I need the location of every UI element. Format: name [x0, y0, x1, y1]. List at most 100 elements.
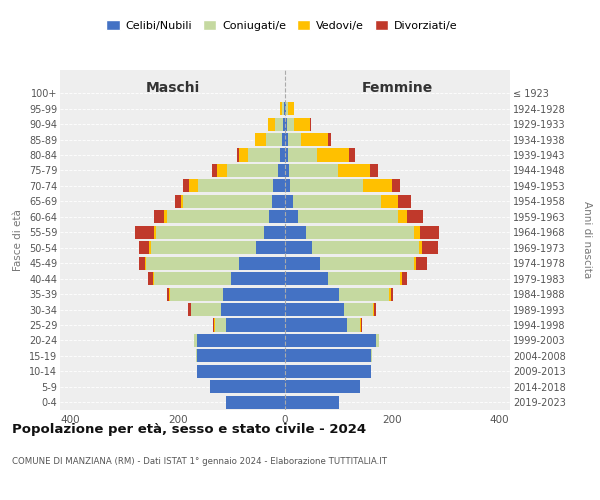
- Bar: [212, 164, 217, 177]
- Bar: [413, 226, 420, 239]
- Bar: [226, 318, 285, 332]
- Bar: [293, 195, 382, 208]
- Bar: [145, 256, 146, 270]
- Bar: [226, 396, 285, 409]
- Bar: [285, 396, 338, 409]
- Bar: [280, 102, 282, 115]
- Bar: [285, 334, 376, 347]
- Bar: [285, 133, 287, 146]
- Bar: [288, 102, 293, 115]
- Bar: [217, 164, 227, 177]
- Bar: [347, 318, 360, 332]
- Bar: [149, 241, 151, 254]
- Bar: [370, 164, 377, 177]
- Bar: [286, 102, 288, 115]
- Bar: [239, 148, 248, 162]
- Bar: [285, 241, 312, 254]
- Bar: [285, 148, 287, 162]
- Bar: [167, 210, 269, 224]
- Bar: [152, 272, 154, 285]
- Bar: [183, 195, 272, 208]
- Bar: [307, 226, 413, 239]
- Bar: [374, 303, 376, 316]
- Text: Femmine: Femmine: [362, 81, 433, 95]
- Bar: [284, 102, 285, 115]
- Bar: [237, 148, 239, 162]
- Bar: [293, 118, 310, 130]
- Bar: [213, 318, 214, 332]
- Text: COMUNE DI MANZIANA (RM) - Dati ISTAT 1° gennaio 2024 - Elaborazione TUTTITALIA.I: COMUNE DI MANZIANA (RM) - Dati ISTAT 1° …: [12, 458, 387, 466]
- Bar: [268, 118, 275, 130]
- Bar: [188, 180, 198, 192]
- Bar: [183, 180, 188, 192]
- Bar: [197, 350, 285, 362]
- Bar: [285, 256, 320, 270]
- Bar: [361, 318, 362, 332]
- Y-axis label: Anni di nascita: Anni di nascita: [583, 202, 592, 278]
- Bar: [337, 164, 370, 177]
- Bar: [198, 180, 273, 192]
- Bar: [266, 133, 282, 146]
- Bar: [420, 226, 439, 239]
- Bar: [139, 241, 149, 254]
- Bar: [210, 380, 285, 394]
- Bar: [280, 148, 285, 162]
- Bar: [175, 195, 181, 208]
- Bar: [328, 272, 400, 285]
- Bar: [191, 303, 221, 316]
- Bar: [285, 164, 289, 177]
- Bar: [255, 133, 266, 146]
- Bar: [273, 180, 285, 192]
- Bar: [181, 195, 183, 208]
- Bar: [312, 241, 419, 254]
- Text: Maschi: Maschi: [145, 81, 200, 95]
- Bar: [344, 303, 373, 316]
- Bar: [290, 180, 362, 192]
- Bar: [269, 210, 285, 224]
- Bar: [298, 210, 398, 224]
- Bar: [282, 102, 284, 115]
- Bar: [287, 148, 317, 162]
- Bar: [285, 226, 307, 239]
- Bar: [301, 133, 328, 146]
- Legend: Celibi/Nubili, Coniugati/e, Vedovi/e, Divorziati/e: Celibi/Nubili, Coniugati/e, Vedovi/e, Di…: [102, 16, 462, 35]
- Bar: [320, 256, 413, 270]
- Bar: [287, 118, 293, 130]
- Bar: [285, 365, 371, 378]
- Bar: [232, 272, 285, 285]
- Bar: [263, 226, 285, 239]
- Bar: [310, 118, 311, 130]
- Bar: [402, 272, 407, 285]
- Bar: [382, 195, 398, 208]
- Bar: [277, 164, 285, 177]
- Bar: [338, 288, 389, 300]
- Bar: [392, 180, 400, 192]
- Bar: [285, 195, 293, 208]
- Bar: [197, 365, 285, 378]
- Bar: [188, 303, 191, 316]
- Bar: [422, 241, 437, 254]
- Bar: [135, 226, 154, 239]
- Bar: [256, 241, 285, 254]
- Bar: [196, 350, 197, 362]
- Bar: [389, 288, 391, 300]
- Bar: [164, 210, 167, 224]
- Bar: [167, 288, 169, 300]
- Bar: [349, 148, 355, 162]
- Bar: [289, 164, 337, 177]
- Bar: [398, 195, 411, 208]
- Bar: [215, 318, 226, 332]
- Bar: [391, 288, 393, 300]
- Bar: [285, 102, 286, 115]
- Bar: [416, 256, 427, 270]
- Bar: [285, 288, 338, 300]
- Bar: [146, 256, 239, 270]
- Bar: [285, 303, 344, 316]
- Bar: [328, 133, 331, 146]
- Bar: [170, 288, 223, 300]
- Bar: [223, 288, 285, 300]
- Bar: [157, 226, 263, 239]
- Y-axis label: Fasce di età: Fasce di età: [13, 209, 23, 271]
- Bar: [248, 148, 280, 162]
- Bar: [154, 226, 157, 239]
